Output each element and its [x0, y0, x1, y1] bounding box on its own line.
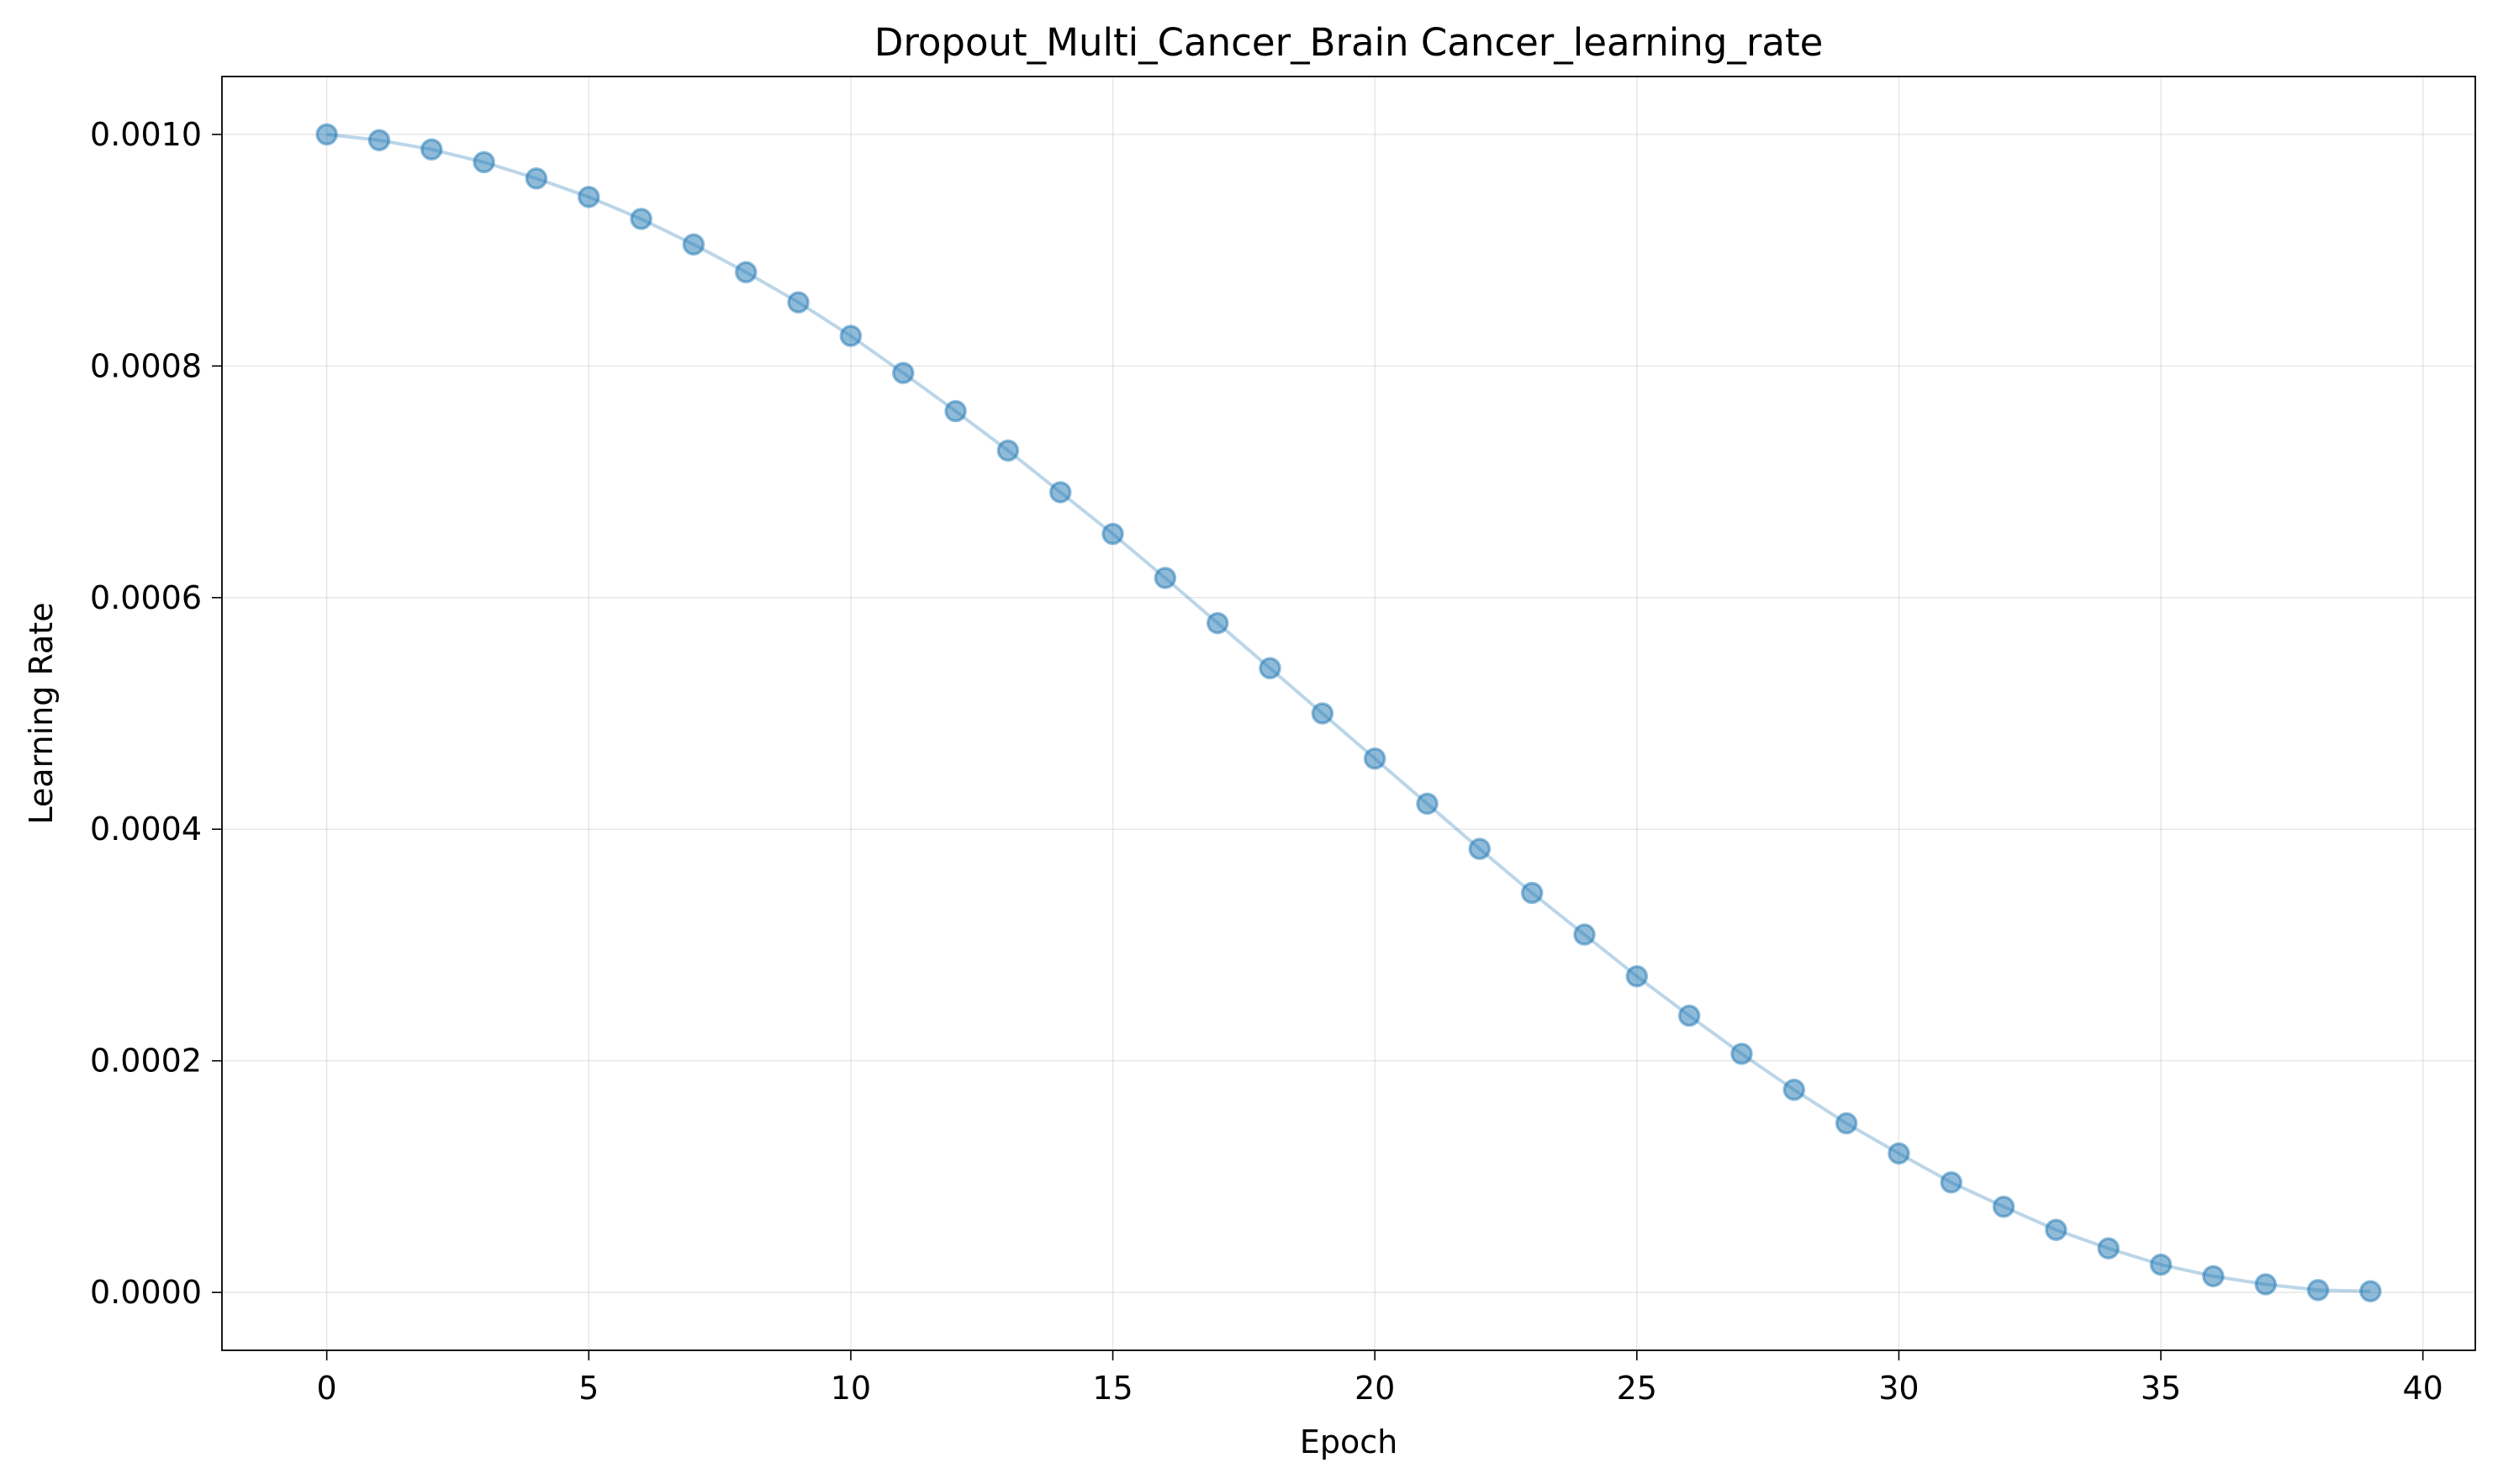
data-point [367, 129, 391, 151]
data-point [1363, 747, 1386, 770]
y-tick-label: 0.0004 [90, 811, 202, 848]
data-point [578, 185, 600, 209]
data-point [1311, 702, 1334, 725]
x-tick-label: 30 [1878, 1370, 1919, 1407]
axes-frame [221, 76, 2476, 1351]
data-point [2202, 1265, 2225, 1288]
data-point [2097, 1237, 2120, 1260]
data-point [1468, 837, 1492, 860]
data-point [787, 291, 810, 314]
data-point [2254, 1273, 2277, 1296]
x-axis: 0 5 10 15 20 25 30 35 40 [317, 1350, 2443, 1407]
x-tick-label: 10 [831, 1370, 871, 1407]
y-axis-title: Learning Rate [23, 602, 60, 824]
y-tick-label: 0.0006 [90, 579, 202, 616]
x-tick-label: 20 [1355, 1370, 1395, 1407]
y-tick-label: 0.0008 [90, 347, 202, 384]
x-axis-title: Epoch [1300, 1423, 1397, 1460]
y-tick-label: 0.0010 [90, 116, 202, 153]
data-point [1206, 611, 1229, 635]
data-point [1259, 657, 1281, 680]
data-point [1992, 1195, 2015, 1218]
data-point [1416, 792, 1439, 816]
y-tick-label: 0.0002 [90, 1043, 202, 1080]
data-point [2359, 1280, 2382, 1303]
data-point [1573, 923, 1596, 946]
x-tick-label: 5 [578, 1370, 599, 1407]
x-tick-label: 15 [1092, 1370, 1133, 1407]
data-point [891, 362, 915, 384]
data-point [1730, 1043, 1753, 1065]
data-point [1835, 1112, 1858, 1135]
data-point [682, 233, 705, 256]
y-axis: 0.0000 0.0002 0.0004 0.0006 0.0008 0.0010 [90, 116, 222, 1311]
data-point [1101, 522, 1124, 546]
data-point [473, 151, 495, 174]
data-point [2149, 1253, 2173, 1276]
x-tick-label: 40 [2402, 1370, 2443, 1407]
data-point [525, 166, 548, 190]
data-point [2045, 1218, 2068, 1242]
data-point [630, 208, 652, 230]
data-point [315, 123, 338, 146]
y-tick-label: 0.0000 [90, 1274, 202, 1311]
data-point [1625, 964, 1649, 988]
series [315, 123, 2382, 1303]
chart-title: Dropout_Multi_Cancer_Brain Cancer_learni… [874, 20, 1824, 65]
data-point [839, 325, 863, 347]
x-tick-label: 35 [2141, 1370, 2181, 1407]
data-point [1782, 1078, 1806, 1101]
data-point [1888, 1142, 1910, 1165]
data-point [996, 439, 1020, 462]
data-point [735, 261, 758, 284]
data-point [1520, 881, 1544, 905]
x-tick-label: 0 [317, 1370, 337, 1407]
data-point [2306, 1279, 2330, 1302]
data-point [1940, 1171, 1962, 1194]
data-point [1048, 481, 1072, 504]
x-tick-label: 25 [1617, 1370, 1657, 1407]
series-line [326, 132, 2371, 1293]
grid [222, 77, 2475, 1350]
data-point [1677, 1004, 1701, 1027]
data-point [420, 138, 443, 161]
data-point [1154, 567, 1177, 589]
data-point [944, 399, 967, 423]
